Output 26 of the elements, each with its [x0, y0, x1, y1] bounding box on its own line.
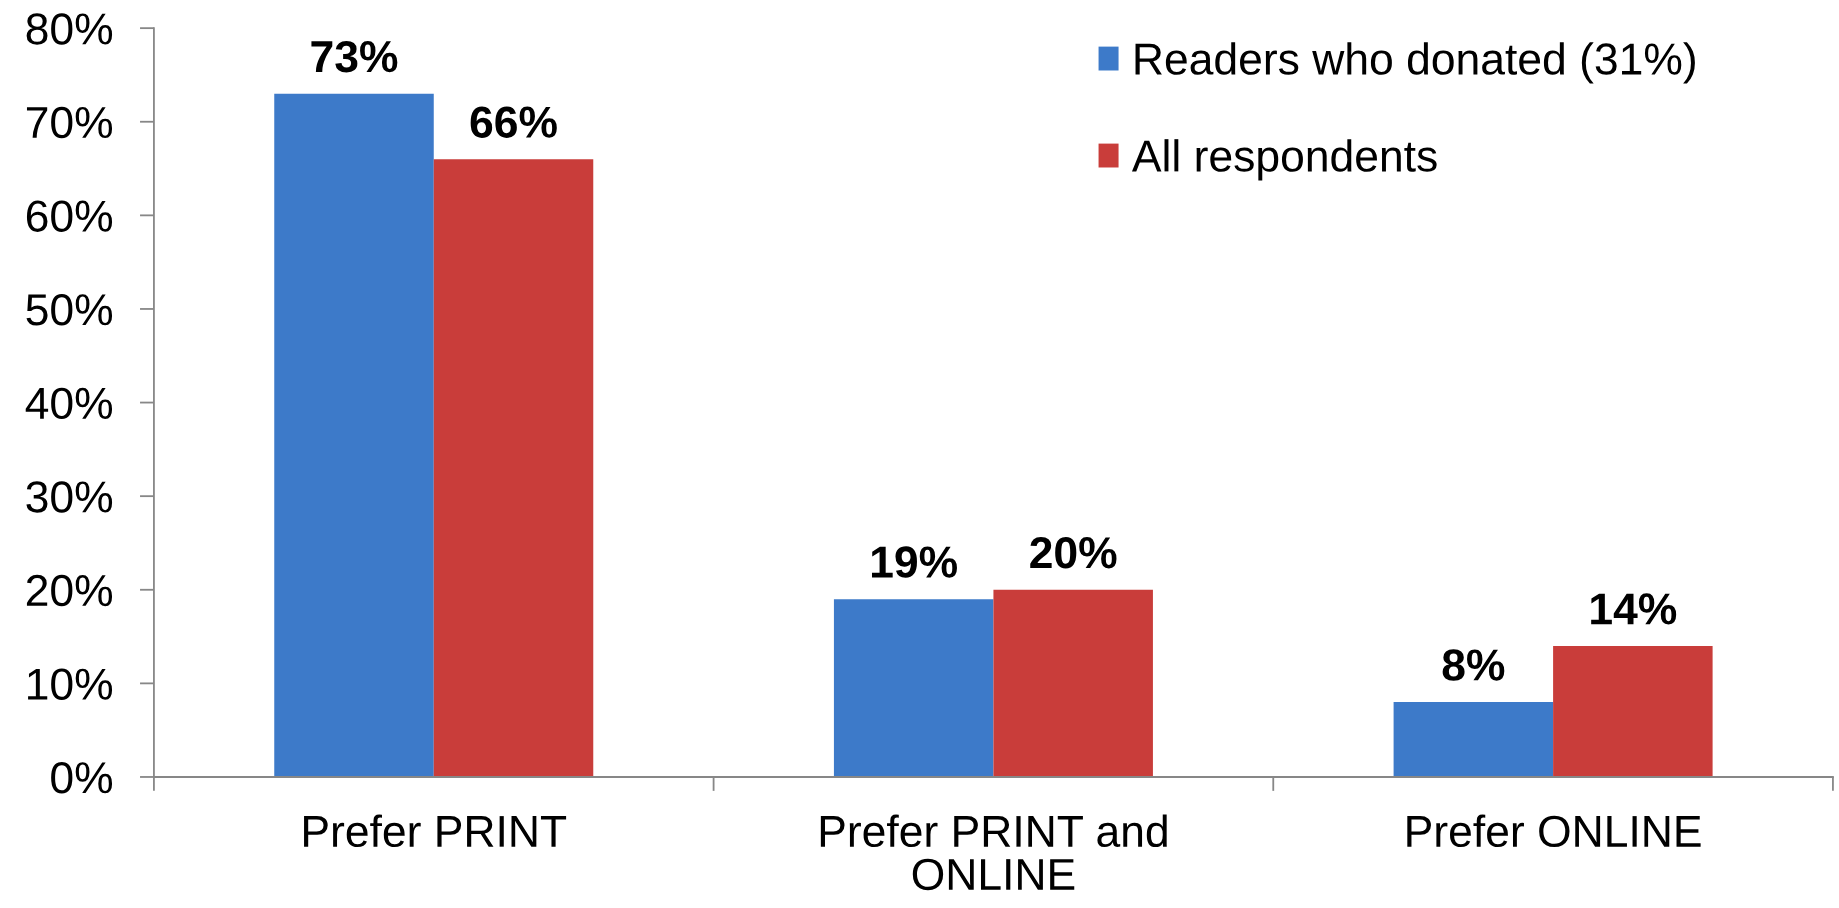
data-label: 14%	[1591, 593, 1677, 625]
bar	[274, 93, 434, 777]
data-label: 8%	[1442, 649, 1505, 681]
legend-label: Readers who donated (31%)	[1135, 42, 1695, 84]
y-tick-label: 10%	[28, 668, 113, 700]
bar	[1553, 645, 1713, 777]
y-tick-label: 30%	[26, 481, 113, 513]
data-label: 73%	[311, 40, 398, 73]
y-tick-label: 50%	[26, 294, 113, 326]
data-label: 20%	[1030, 537, 1117, 569]
data-label: 66%	[470, 106, 557, 138]
y-tick-label: 40%	[25, 387, 113, 420]
y-tick-label: 80%	[26, 13, 113, 45]
legend-label: All respondents	[1131, 139, 1437, 181]
y-tick-label: 70%	[26, 106, 113, 139]
bar	[1393, 702, 1554, 777]
x-tick-label: Prefer ONLINE	[1407, 814, 1701, 848]
bar	[433, 159, 594, 777]
y-tick-label: 60%	[26, 200, 113, 232]
bar	[993, 589, 1153, 777]
y-tick-label: 20%	[26, 574, 113, 607]
x-tick-label: Prefer PRINT and ONLINE	[820, 814, 1167, 891]
bar	[833, 599, 994, 777]
y-tick-label: 0%	[51, 762, 113, 794]
data-label: 19%	[872, 546, 957, 578]
x-tick-label: Prefer PRINT	[304, 814, 567, 848]
